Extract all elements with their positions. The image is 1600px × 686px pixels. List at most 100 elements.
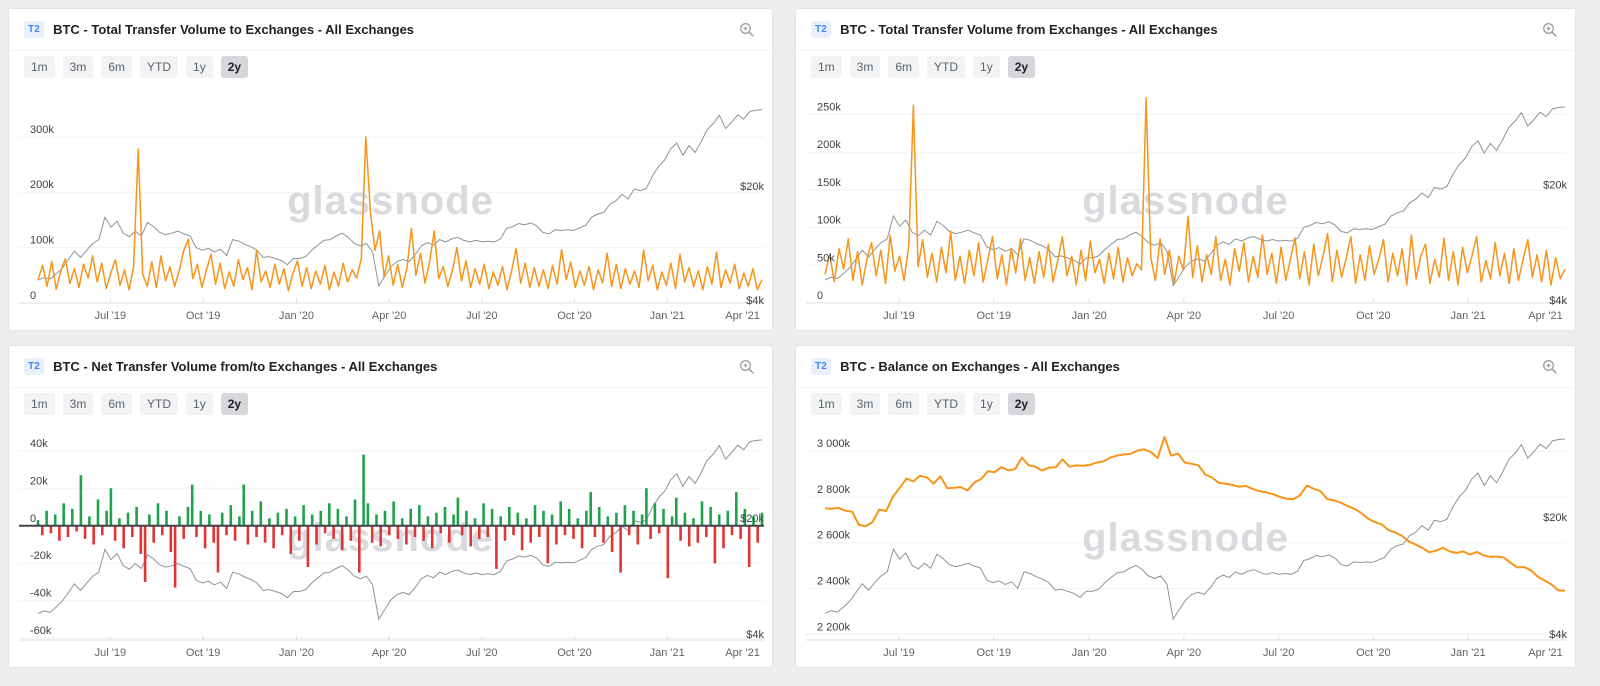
y-tick-label: 0 — [30, 513, 36, 525]
price-axis-label: $4k — [1549, 629, 1567, 641]
glassnode-watermark: glassnode — [287, 516, 494, 560]
range-button-1m[interactable]: 1m — [24, 393, 55, 415]
zoom-in-icon[interactable] — [1539, 19, 1561, 41]
tier-badge: T2 — [24, 21, 45, 38]
panel-transfer-volume-to-exchanges: T2 BTC - Total Transfer Volume to Exchan… — [8, 8, 773, 331]
range-button-2y[interactable]: 2y — [1007, 393, 1036, 415]
x-tick-label: Oct '20 — [1356, 310, 1391, 322]
y-tick-label: 2 200k — [817, 621, 851, 633]
glassnode-watermark: glassnode — [287, 179, 494, 223]
x-tick-label: Oct '19 — [186, 647, 221, 659]
panel-balance-on-exchanges: T2 BTC - Balance on Exchanges - All Exch… — [795, 345, 1576, 668]
x-tick-label: Jan '21 — [1450, 647, 1485, 659]
range-button-1m[interactable]: 1m — [24, 56, 55, 78]
range-button-ytd[interactable]: YTD — [140, 56, 179, 78]
y-tick-label: 50k — [817, 252, 835, 264]
panel-transfer-volume-from-exchanges: T2 BTC - Total Transfer Volume from Exch… — [795, 8, 1576, 331]
y-tick-label: 2 600k — [817, 530, 851, 542]
metric-series — [37, 136, 763, 292]
net-volume-bars — [36, 454, 764, 588]
x-tick-label: Jan '20 — [279, 647, 314, 659]
price-axis-label: $4k — [746, 295, 764, 307]
chart-canvas: glassnode -60k -40k -20k 0 20k 40k Jul '19 Oct '… — [19, 438, 764, 659]
chart-canvas: glassnode 0 50k 100k 150k 200k 250k Jul '19 Oct … — [806, 97, 1567, 322]
x-tick-label: Jul '20 — [466, 310, 497, 322]
range-selector: 1m 3m 6m YTD 1y 2y — [796, 388, 1575, 420]
zoom-in-icon[interactable] — [736, 356, 758, 378]
btc-price-series — [37, 109, 763, 288]
range-button-6m[interactable]: 6m — [888, 393, 920, 415]
price-axis-label: $4k — [1549, 295, 1567, 307]
range-button-3m[interactable]: 3m — [849, 393, 881, 415]
x-tick-label: Jan '21 — [650, 310, 685, 322]
chart-area: glassnode 0 50k 100k 150k 200k 250k Jul '19 Oct … — [796, 83, 1575, 330]
x-tick-label: Jan '21 — [1450, 310, 1485, 322]
panel-header: T2 BTC - Total Transfer Volume to Exchan… — [9, 9, 772, 51]
range-button-2y[interactable]: 2y — [220, 56, 249, 78]
panel-net-transfer-volume: T2 BTC - Net Transfer Volume from/to Exc… — [8, 345, 773, 668]
chart-area: glassnode 0 100k 200k 300k Jul '19 Oct '19 Jan … — [9, 83, 772, 330]
panel-header: T2 BTC - Net Transfer Volume from/to Exc… — [9, 346, 772, 388]
y-tick-label: 100k — [817, 215, 841, 227]
price-axis-label: $20k — [1543, 180, 1567, 192]
x-tick-label: Apr '20 — [372, 647, 407, 659]
y-tick-label: 3 000k — [817, 438, 851, 450]
x-tick-label: Apr '21 — [1528, 647, 1563, 659]
range-button-2y[interactable]: 2y — [1007, 56, 1036, 78]
y-tick-label: -60k — [30, 625, 52, 637]
x-tick-label: Jan '20 — [1072, 310, 1107, 322]
tier-badge: T2 — [811, 21, 832, 38]
price-axis-label: $20k — [1543, 512, 1567, 524]
y-tick-label: 2 800k — [817, 484, 851, 496]
x-tick-label: Jan '21 — [650, 647, 685, 659]
range-button-6m[interactable]: 6m — [101, 56, 133, 78]
tier-badge: T2 — [24, 358, 45, 375]
zoom-in-icon[interactable] — [1539, 356, 1561, 378]
range-button-1y[interactable]: 1y — [973, 393, 1000, 415]
range-button-1y[interactable]: 1y — [186, 393, 213, 415]
range-selector: 1m 3m 6m YTD 1y 2y — [796, 51, 1575, 83]
y-tick-label: 150k — [817, 177, 841, 189]
chart-area: glassnode 2 200k 2 400k 2 600k 2 800k 3 000k J… — [796, 420, 1575, 667]
range-button-1y[interactable]: 1y — [186, 56, 213, 78]
y-tick-label: 40k — [30, 438, 48, 450]
y-tick-label: 2 400k — [817, 576, 851, 588]
panel-header: T2 BTC - Total Transfer Volume from Exch… — [796, 9, 1575, 51]
range-button-3m[interactable]: 3m — [62, 393, 94, 415]
price-axis-label: $4k — [746, 629, 764, 641]
range-button-ytd[interactable]: YTD — [927, 393, 966, 415]
range-button-1m[interactable]: 1m — [811, 56, 842, 78]
chart-canvas: glassnode 0 100k 200k 300k Jul '19 Oct '19 Jan … — [19, 109, 764, 322]
y-tick-label: -20k — [30, 550, 52, 562]
chart-canvas: glassnode 2 200k 2 400k 2 600k 2 800k 3 000k J… — [806, 436, 1567, 659]
y-tick-label: 300k — [30, 124, 54, 136]
x-tick-label: Oct '19 — [186, 310, 221, 322]
y-tick-label: 200k — [817, 139, 841, 151]
x-tick-label: Apr '20 — [1167, 647, 1202, 659]
panel-title: BTC - Total Transfer Volume from Exchang… — [840, 22, 1218, 37]
y-tick-label: 0 — [817, 290, 823, 302]
range-button-ytd[interactable]: YTD — [927, 56, 966, 78]
x-tick-label: Oct '20 — [1356, 647, 1391, 659]
zoom-in-icon[interactable] — [736, 19, 758, 41]
x-tick-label: Apr '20 — [1167, 310, 1202, 322]
range-button-1m[interactable]: 1m — [811, 393, 842, 415]
range-button-6m[interactable]: 6m — [101, 393, 133, 415]
x-tick-label: Jul '20 — [1263, 647, 1294, 659]
range-button-ytd[interactable]: YTD — [140, 393, 179, 415]
panel-title: BTC - Net Transfer Volume from/to Exchan… — [53, 359, 438, 374]
price-axis-label: $20k — [740, 181, 764, 193]
range-button-3m[interactable]: 3m — [849, 56, 881, 78]
x-tick-label: Jul '19 — [95, 310, 126, 322]
range-button-3m[interactable]: 3m — [62, 56, 94, 78]
chart-area: glassnode -60k -40k -20k 0 20k 40k Jul '19 Oct '… — [9, 420, 772, 667]
range-button-1y[interactable]: 1y — [973, 56, 1000, 78]
metric-series — [824, 97, 1566, 286]
x-tick-label: Apr '21 — [725, 310, 760, 322]
range-button-2y[interactable]: 2y — [220, 393, 249, 415]
range-button-6m[interactable]: 6m — [888, 56, 920, 78]
x-tick-label: Jan '20 — [1072, 647, 1107, 659]
x-tick-label: Oct '20 — [557, 647, 592, 659]
y-tick-label: 200k — [30, 179, 54, 191]
y-tick-label: 100k — [30, 235, 54, 247]
